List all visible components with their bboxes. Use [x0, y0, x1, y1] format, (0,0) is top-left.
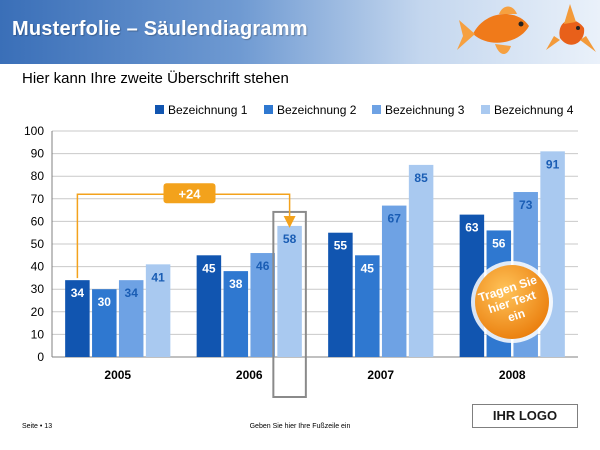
difference-label: +24	[178, 186, 201, 201]
legend-swatch	[155, 105, 164, 114]
legend-swatch	[264, 105, 273, 114]
y-tick-label: 20	[31, 305, 45, 319]
y-tick-label: 30	[31, 282, 45, 296]
data-label: 45	[202, 261, 216, 275]
data-label: 85	[414, 171, 428, 185]
legend-label: Bezeichnung 2	[277, 103, 357, 117]
slide-subtitle: Hier kann Ihre zweite Überschrift stehen	[22, 70, 289, 87]
data-label: 56	[492, 236, 506, 250]
data-label: 46	[256, 259, 270, 273]
legend-label: Bezeichnung 1	[168, 103, 248, 117]
data-label: 34	[125, 286, 139, 300]
bar	[145, 264, 171, 357]
legend-swatch	[372, 105, 381, 114]
data-label: 38	[229, 277, 243, 291]
footer-text: Geben Sie hier Ihre Fußzeile ein	[249, 423, 351, 430]
data-label: 30	[98, 295, 112, 309]
legend-label: Bezeichnung 3	[385, 103, 465, 117]
bar	[65, 280, 90, 357]
bar	[250, 253, 275, 357]
y-tick-label: 60	[31, 214, 45, 228]
data-label: 45	[361, 261, 375, 275]
x-tick-label: 2007	[367, 368, 394, 382]
bar	[223, 271, 249, 357]
y-tick-label: 80	[31, 169, 45, 183]
badge	[475, 265, 549, 339]
y-tick-label: 50	[31, 237, 45, 251]
slide-title: Musterfolie – Säulendiagramm	[12, 18, 308, 40]
bar	[355, 255, 380, 357]
y-tick-label: 100	[24, 124, 44, 138]
x-tick-label: 2008	[499, 368, 526, 382]
data-label: 34	[71, 286, 85, 300]
data-label: 41	[151, 270, 165, 284]
data-label: 55	[334, 239, 348, 253]
bar	[408, 164, 434, 357]
footer-page-number: Seite • 13	[22, 423, 53, 430]
bar	[196, 255, 222, 357]
x-tick-label: 2005	[104, 368, 131, 382]
slide-header: Musterfolie – Säulendiagramm	[0, 0, 600, 64]
y-tick-label: 0	[37, 350, 44, 364]
data-label: 63	[465, 221, 479, 235]
bar	[277, 225, 302, 357]
legend-label: Bezeichnung 4	[494, 103, 574, 117]
data-label: 67	[388, 212, 402, 226]
bar	[381, 205, 407, 357]
bar	[92, 289, 117, 357]
y-tick-label: 90	[31, 147, 45, 161]
y-tick-label: 40	[31, 260, 45, 274]
bar	[328, 232, 353, 357]
difference-label-box	[163, 183, 216, 204]
column-chart: 0 10 20 30 40 50 60 70 80 90 100 34 30 34 41 2005 45 38 4…	[24, 103, 578, 398]
data-label: 73	[519, 198, 533, 212]
x-tick-label: 2006	[236, 368, 263, 382]
goldfish-icon	[457, 6, 529, 55]
data-label: 91	[546, 157, 560, 171]
logo-placeholder: IHR LOGO	[472, 404, 578, 428]
bar	[118, 280, 144, 357]
goldfish-icon-small	[546, 4, 596, 52]
y-tick-label: 10	[31, 327, 45, 341]
y-tick-label: 70	[31, 192, 45, 206]
data-label: 58	[283, 232, 297, 246]
legend-swatch	[481, 105, 490, 114]
badge-text-line: ein	[506, 306, 527, 325]
